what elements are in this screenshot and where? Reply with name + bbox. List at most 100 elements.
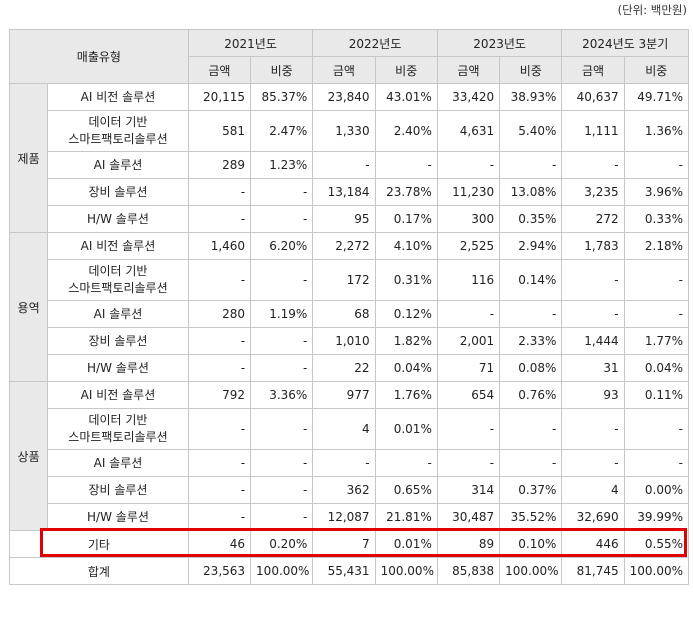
ratio-cell: -: [250, 205, 314, 233]
amount-cell: 446: [561, 530, 625, 558]
table-row: 상품 AI 비전 솔루션 792 3.36% 977 1.76% 654 0.76% 93 0.1…: [8, 381, 690, 531]
amount-cell: 1,460: [187, 232, 252, 260]
period-header: 2024년도 3분기: [561, 29, 689, 57]
ratio-cell: -: [250, 259, 314, 301]
category-cell: 용역: [8, 232, 49, 382]
sales-type-cell: AI 비전 솔루션: [47, 232, 189, 260]
amount-cell: -: [187, 178, 252, 206]
sales-type-label: 데이터 기반: [88, 413, 148, 427]
amount-cell: -: [436, 408, 501, 450]
ratio-cell: 23.78%: [374, 178, 438, 206]
amount-cell: 95: [312, 205, 376, 233]
table-row: 용역 AI 비전 솔루션 1,460 6.20% 2,272 4.10% 2,525 2.94…: [8, 232, 690, 382]
amount-header: 금액: [187, 56, 252, 84]
ratio-cell: 100.00%: [623, 557, 690, 585]
ratio-cell: 0.31%: [374, 259, 438, 301]
amount-cell: -: [187, 449, 252, 477]
table-row: AI 솔루션 280 1.19% 68 0.12% - - - -: [10, 300, 690, 328]
other-label: 기타: [9, 530, 189, 558]
ratio-cell: 6.20%: [250, 232, 314, 260]
ratio-cell: -: [250, 354, 314, 382]
sales-type-label: 스마트팩토리솔루션: [68, 132, 168, 146]
sales-type-cell: H/W 솔루션: [47, 354, 189, 382]
sales-type-label: 장비 솔루션: [88, 333, 148, 348]
sales-type-cell: 장비 솔루션: [47, 178, 189, 206]
amount-cell: 85,838: [436, 557, 501, 585]
amount-cell: 1,444: [561, 327, 625, 355]
ratio-cell: 0.04%: [623, 354, 690, 382]
amount-cell: 89: [436, 530, 501, 558]
amount-cell: -: [436, 300, 501, 328]
amount-cell: 116: [436, 259, 501, 301]
total-label: 합계: [9, 557, 189, 585]
ratio-cell: 2.18%: [623, 232, 690, 260]
amount-cell: -: [187, 205, 252, 233]
ratio-cell: -: [250, 327, 314, 355]
ratio-cell: 4.10%: [374, 232, 438, 260]
amount-cell: 11,230: [436, 178, 501, 206]
ratio-cell: 35.52%: [499, 503, 563, 531]
ratio-cell: 0.33%: [623, 205, 690, 233]
total-row: 합계 23,563 100.00% 55,431 100.00% 85,838 100.00…: [9, 557, 690, 585]
sales-type-label: AI 솔루션: [93, 157, 143, 172]
amount-cell: 172: [312, 259, 376, 301]
amount-cell: 20,115: [187, 83, 252, 111]
table-row: AI 솔루션 289 1.23% - - - - - -: [10, 151, 690, 179]
amount-cell: 581: [187, 110, 252, 152]
sales-type-label: 스마트팩토리솔루션: [68, 430, 168, 444]
table-row: 장비 솔루션 - -362 0.65% 314 0.37% 4 0.00%: [10, 476, 690, 504]
ratio-cell: 1.82%: [374, 327, 438, 355]
ratio-cell: 2.33%: [499, 327, 563, 355]
ratio-cell: 0.20%: [250, 530, 314, 558]
amount-cell: 314: [436, 476, 501, 504]
amount-cell: 2,272: [312, 232, 376, 260]
amount-cell: -: [436, 151, 501, 179]
ratio-cell: 2.40%: [374, 110, 438, 152]
amount-cell: 3,235: [561, 178, 625, 206]
amount-cell: 23,840: [312, 83, 376, 111]
table-body: 제품 AI 비전 솔루션 20,115 85.37% 23,840 43.01% 33,42…: [8, 83, 690, 585]
amount-cell: -: [312, 449, 376, 477]
amount-cell: 30,487: [436, 503, 501, 531]
category-cell: 제품: [8, 83, 49, 233]
ratio-cell: -: [374, 151, 438, 179]
sales-type-label: AI 비전 솔루션: [80, 238, 156, 253]
amount-cell: 23,563: [187, 557, 252, 585]
amount-cell: -: [187, 259, 252, 301]
amount-cell: 300: [436, 205, 501, 233]
amount-cell: 71: [436, 354, 501, 382]
sales-type-label: H/W 솔루션: [87, 509, 149, 524]
ratio-cell: 0.55%: [623, 530, 690, 558]
amount-cell: 4: [561, 476, 625, 504]
ratio-cell: -: [250, 476, 314, 504]
sales-type-cell: AI 비전 솔루션: [47, 381, 189, 409]
ratio-cell: 13.08%: [499, 178, 563, 206]
amount-header: 금액: [312, 56, 376, 84]
amount-cell: 2,001: [436, 327, 501, 355]
ratio-cell: 0.17%: [374, 205, 438, 233]
ratio-header: 비중: [499, 56, 563, 84]
table-row: AI 솔루션 - - - - - - - -: [10, 449, 690, 477]
ratio-header: 비중: [623, 56, 690, 84]
sales-type-cell: AI 비전 솔루션: [47, 83, 189, 111]
sales-type-label: 데이터 기반: [88, 264, 148, 278]
amount-cell: 1,783: [561, 232, 625, 260]
amount-cell: -: [561, 300, 625, 328]
sales-type-cell: H/W 솔루션: [47, 503, 189, 531]
amount-cell: 7: [312, 530, 376, 558]
table-row: H/W 솔루션 - -95 0.17% 300 0.35% 272 0.33%: [10, 205, 690, 233]
amount-cell: -: [561, 449, 625, 477]
amount-cell: 13,184: [312, 178, 376, 206]
ratio-cell: -: [499, 449, 563, 477]
ratio-cell: 3.36%: [250, 381, 314, 409]
sales-type-label: 데이터 기반: [88, 115, 148, 129]
ratio-cell: -: [374, 449, 438, 477]
ratio-cell: 0.10%: [499, 530, 563, 558]
sales-type-cell: 데이터 기반 스마트팩토리솔루션: [47, 259, 189, 301]
table-row: 장비 솔루션 - -1,010 1.82% 2,001 2.33% 1,444 1.77%: [10, 327, 690, 355]
ratio-cell: 49.71%: [623, 83, 690, 111]
amount-cell: -: [187, 503, 252, 531]
amount-cell: 1,111: [561, 110, 625, 152]
sales-type-label: AI 비전 솔루션: [80, 89, 156, 104]
ratio-cell: -: [250, 449, 314, 477]
